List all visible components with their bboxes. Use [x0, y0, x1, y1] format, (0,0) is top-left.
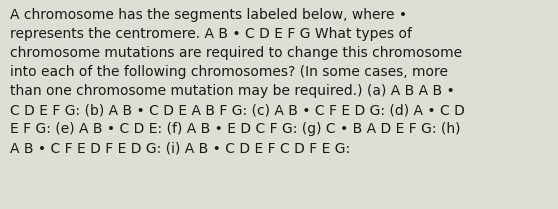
Text: A chromosome has the segments labeled below, where •
represents the centromere. : A chromosome has the segments labeled be… — [10, 8, 465, 155]
